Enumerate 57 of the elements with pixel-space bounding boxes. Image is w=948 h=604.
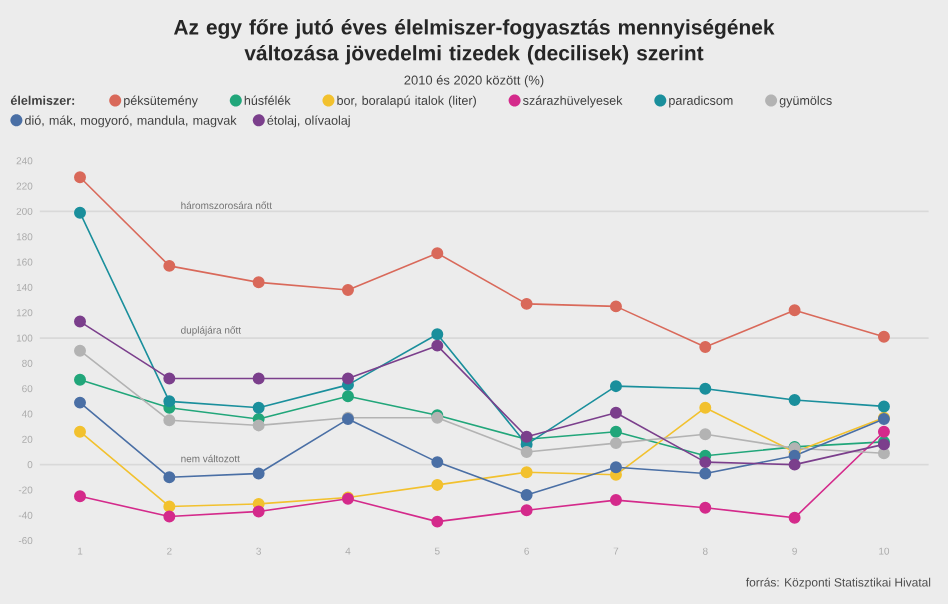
point bbox=[342, 283, 354, 296]
point bbox=[252, 419, 265, 432]
point bbox=[699, 467, 712, 480]
point bbox=[431, 328, 444, 341]
point bbox=[252, 505, 265, 518]
point bbox=[431, 339, 444, 352]
point bbox=[252, 276, 265, 289]
point bbox=[342, 390, 354, 403]
point bbox=[788, 458, 801, 471]
point bbox=[342, 372, 354, 385]
point bbox=[431, 478, 444, 491]
point bbox=[699, 501, 712, 514]
point bbox=[609, 494, 622, 507]
point bbox=[877, 425, 890, 438]
point bbox=[520, 504, 533, 517]
point bbox=[877, 400, 890, 413]
point bbox=[609, 380, 622, 393]
chart-title: Az egy főre jutó éves élelmiszer-fogyasztás mennyiségének változása jövedelmi tizedek (decilisek) szerint bbox=[173, 19, 775, 65]
point bbox=[877, 330, 890, 343]
point bbox=[609, 300, 622, 313]
point bbox=[609, 461, 622, 474]
point bbox=[609, 406, 622, 419]
point bbox=[74, 206, 86, 219]
point bbox=[699, 340, 712, 353]
point bbox=[163, 471, 176, 484]
point bbox=[788, 511, 801, 524]
point bbox=[520, 446, 533, 458]
point bbox=[74, 396, 86, 409]
point bbox=[699, 382, 712, 395]
point bbox=[788, 304, 801, 317]
point bbox=[252, 372, 265, 385]
point bbox=[163, 372, 176, 385]
point bbox=[252, 467, 265, 480]
point bbox=[520, 297, 533, 310]
point bbox=[74, 315, 86, 328]
point bbox=[699, 456, 712, 469]
point bbox=[520, 489, 533, 501]
point bbox=[163, 414, 176, 427]
point bbox=[74, 373, 86, 386]
point bbox=[431, 456, 444, 469]
point bbox=[74, 490, 86, 503]
point bbox=[609, 437, 622, 450]
point bbox=[699, 401, 712, 414]
point bbox=[74, 344, 86, 357]
point bbox=[788, 394, 801, 407]
point bbox=[520, 466, 533, 479]
point bbox=[163, 510, 176, 523]
point bbox=[163, 395, 176, 408]
point bbox=[431, 515, 444, 528]
point bbox=[74, 171, 86, 184]
point bbox=[609, 425, 622, 438]
point bbox=[699, 428, 712, 441]
point bbox=[252, 401, 265, 414]
point bbox=[163, 500, 176, 513]
point bbox=[163, 259, 176, 272]
point bbox=[431, 247, 444, 260]
point bbox=[74, 425, 86, 438]
